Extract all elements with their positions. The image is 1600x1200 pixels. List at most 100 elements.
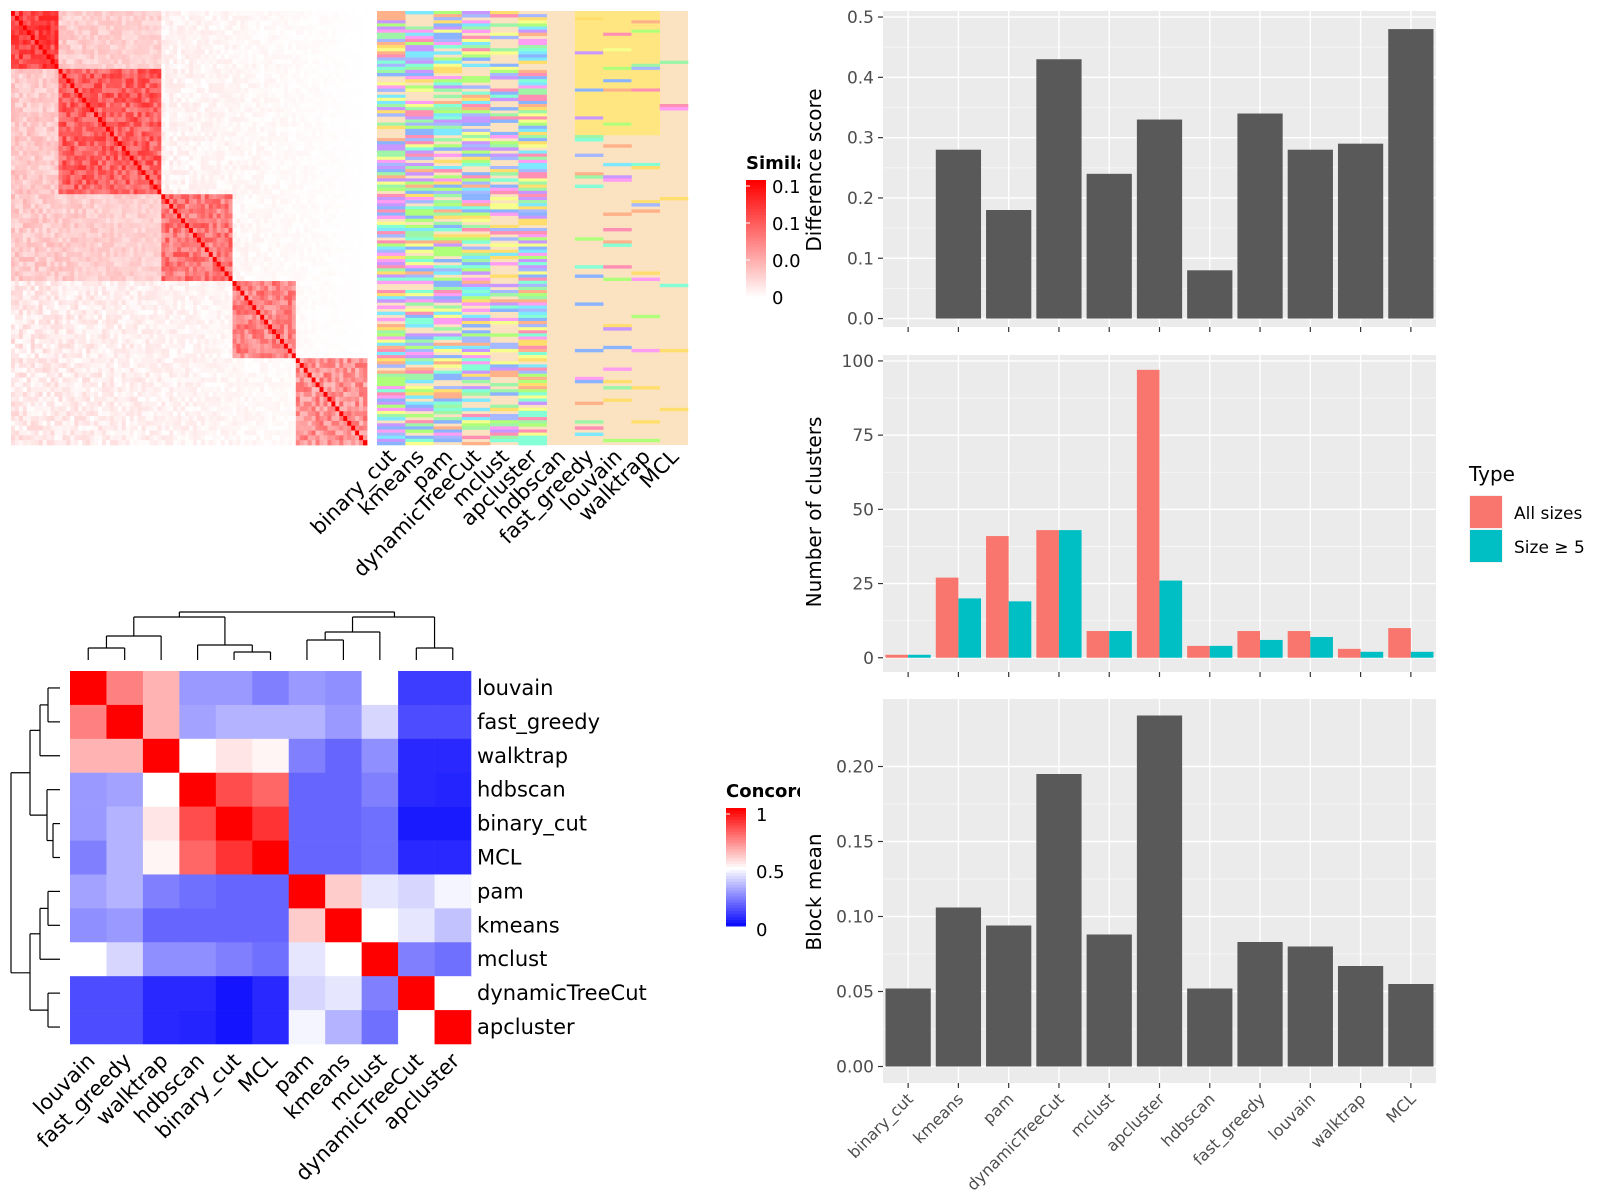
- similarity-cell: [192, 88, 198, 94]
- similarity-cell: [252, 203, 257, 210]
- similarity-cell: [295, 203, 301, 210]
- similarity-cell: [86, 179, 91, 185]
- similarity-cell: [359, 54, 364, 60]
- similarity-cell: [319, 232, 324, 239]
- similarity-cell: [355, 266, 360, 272]
- similarity-cell: [98, 271, 103, 277]
- similarity-cell: [323, 150, 328, 157]
- similarity-cell: [315, 73, 320, 79]
- similarity-cell: [78, 136, 83, 142]
- similarity-cell: [30, 189, 36, 195]
- similarity-cell: [105, 54, 111, 60]
- similarity-cell: [283, 199, 289, 205]
- similarity-cell: [192, 131, 198, 137]
- similarity-cell: [323, 126, 328, 132]
- similarity-cell: [323, 44, 328, 50]
- similarity-cell: [220, 20, 225, 26]
- similarity-cell: [315, 64, 320, 70]
- similarity-cell: [42, 30, 47, 36]
- similarity-cell: [359, 256, 364, 263]
- similarity-cell: [30, 208, 36, 214]
- similarity-cell: [109, 203, 115, 210]
- similarity-cell: [70, 11, 75, 17]
- similarity-cell: [228, 126, 233, 132]
- similarity-cell: [204, 223, 210, 229]
- similarity-cell: [98, 112, 103, 118]
- similarity-cell: [343, 189, 348, 195]
- similarity-cell: [129, 252, 135, 258]
- similarity-cell: [204, 146, 210, 152]
- similarity-cell: [101, 150, 107, 157]
- similarity-cell: [133, 97, 138, 104]
- similarity-cell: [165, 131, 170, 137]
- similarity-cell: [54, 189, 59, 195]
- similarity-cell: [82, 203, 87, 210]
- similarity-cell: [347, 223, 352, 229]
- similarity-cell: [42, 150, 47, 157]
- similarity-cell: [66, 155, 71, 161]
- similarity-cell: [181, 189, 186, 195]
- similarity-cell: [260, 35, 265, 41]
- similarity-cell: [232, 30, 237, 36]
- similarity-cell: [339, 68, 344, 75]
- similarity-cell: [113, 39, 119, 46]
- similarity-cell: [165, 30, 170, 36]
- similarity-cell: [58, 49, 63, 55]
- similarity-cell: [256, 68, 261, 75]
- similarity-cell: [129, 11, 135, 17]
- similarity-cell: [105, 170, 111, 176]
- similarity-cell: [272, 73, 277, 79]
- similarity-cell: [220, 59, 225, 65]
- similarity-cell: [363, 126, 368, 132]
- similarity-cell: [46, 15, 51, 22]
- similarity-cell: [200, 174, 206, 181]
- similarity-cell: [319, 88, 324, 94]
- similarity-cell: [335, 64, 340, 70]
- similarity-cell: [98, 203, 103, 210]
- similarity-cell: [78, 126, 83, 132]
- similarity-cell: [264, 30, 269, 36]
- similarity-cell: [153, 271, 158, 277]
- similarity-cell: [303, 232, 309, 239]
- similarity-cell: [11, 20, 16, 26]
- similarity-cell: [30, 97, 36, 104]
- similarity-cell: [208, 160, 214, 166]
- similarity-cell: [331, 117, 336, 123]
- similarity-cell: [192, 276, 198, 282]
- similarity-cell: [295, 146, 301, 152]
- similarity-cell: [192, 117, 198, 123]
- similarity-cell: [256, 54, 261, 60]
- similarity-cell: [192, 203, 198, 210]
- similarity-cell: [82, 126, 87, 132]
- similarity-cell: [58, 184, 63, 190]
- similarity-cell: [212, 15, 218, 22]
- similarity-cell: [196, 179, 202, 185]
- similarity-cell: [161, 276, 166, 282]
- similarity-cell: [355, 73, 360, 79]
- similarity-cell: [279, 20, 285, 26]
- similarity-cell: [240, 131, 245, 137]
- similarity-cell: [256, 121, 261, 128]
- similarity-cell: [283, 35, 289, 41]
- similarity-cell: [283, 261, 289, 267]
- similarity-cell: [46, 92, 51, 99]
- similarity-cell: [30, 73, 36, 79]
- similarity-cell: [86, 271, 91, 277]
- similarity-cell: [165, 59, 170, 65]
- similarity-cell: [54, 165, 59, 171]
- similarity-cell: [125, 261, 131, 267]
- similarity-cell: [355, 271, 360, 277]
- similarity-cell: [335, 160, 340, 166]
- similarity-cell: [189, 78, 194, 84]
- similarity-cell: [307, 126, 313, 132]
- similarity-cell: [279, 35, 285, 41]
- similarity-cell: [283, 232, 289, 239]
- similarity-cell: [113, 136, 119, 142]
- similarity-cell: [189, 256, 194, 263]
- similarity-cell: [74, 136, 79, 142]
- similarity-cell: [161, 59, 166, 65]
- similarity-cell: [185, 68, 190, 75]
- similarity-cell: [264, 83, 269, 89]
- similarity-cell: [22, 112, 28, 118]
- similarity-cell: [133, 189, 138, 195]
